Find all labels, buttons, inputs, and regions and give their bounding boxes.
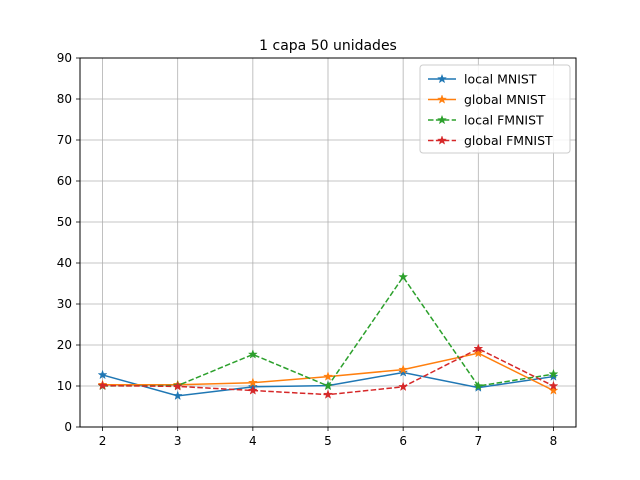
data-point-global-fmnist (247, 385, 258, 395)
data-point-local-fmnist (398, 271, 409, 282)
y-tick-label: 90 (57, 51, 72, 65)
legend-item-local-fmnist: local FMNIST (428, 113, 544, 128)
data-point-local-mnist (172, 390, 183, 401)
y-tick-label: 30 (57, 297, 72, 311)
y-tick-label: 10 (57, 379, 72, 393)
legend-label: local MNIST (464, 72, 537, 87)
data-point-global-fmnist (398, 381, 409, 392)
x-tick-label: 4 (249, 434, 257, 448)
y-axis: 0 10 20 30 40 50 60 70 80 90 (57, 51, 80, 434)
data-point-global-mnist (398, 364, 409, 374)
data-point-global-fmnist (322, 389, 334, 399)
data-point-global-mnist (247, 377, 258, 387)
legend-marker (436, 114, 448, 125)
series-global-fmnist (97, 343, 559, 399)
data-point-local-fmnist (247, 349, 258, 359)
y-tick-label: 20 (57, 338, 72, 352)
data-point-global-mnist (473, 347, 484, 358)
y-tick-label: 60 (57, 174, 72, 188)
x-tick-label: 6 (399, 434, 407, 448)
x-tick-label: 3 (174, 434, 182, 448)
data-point-global-fmnist (473, 343, 484, 353)
data-point-local-mnist (398, 367, 409, 377)
legend: local MNIST global MNIST local FMNIST globa… (419, 64, 571, 154)
y-tick-label: 70 (57, 133, 72, 147)
x-tick-label: 7 (474, 434, 482, 448)
data-point-global-fmnist (172, 381, 183, 391)
x-tick-label: 2 (99, 434, 107, 448)
chart-title: 1 capa 50 unidades (259, 38, 397, 54)
x-tick-label: 5 (324, 434, 332, 448)
y-tick-label: 50 (57, 215, 72, 229)
data-point-local-fmnist (322, 380, 334, 391)
legend-item-global-mnist: global MNIST (428, 92, 546, 107)
legend-label: local FMNIST (464, 113, 544, 128)
x-axis: 2 3 4 5 6 7 8 (99, 427, 558, 448)
data-point-global-mnist (548, 385, 559, 395)
data-point-global-mnist (322, 371, 334, 381)
legend-marker (436, 73, 448, 84)
legend-marker (436, 94, 448, 104)
data-point-global-fmnist (97, 380, 108, 390)
data-point-local-mnist (97, 369, 108, 380)
legend-item-global-fmnist: global FMNIST (428, 133, 553, 148)
legend-item-local-mnist: local MNIST (428, 72, 537, 87)
legend-label: global MNIST (464, 92, 546, 107)
y-tick-label: 0 (64, 420, 72, 434)
data-point-global-fmnist (548, 380, 559, 391)
series-layer (97, 271, 559, 401)
data-point-local-fmnist (548, 368, 559, 379)
x-tick-label: 8 (550, 434, 558, 448)
y-tick-label: 80 (57, 92, 72, 106)
y-tick-label: 40 (57, 256, 72, 270)
legend-label: global FMNIST (464, 133, 553, 148)
legend-marker (436, 135, 448, 145)
data-point-local-fmnist (473, 380, 484, 391)
legend-box (419, 64, 571, 154)
